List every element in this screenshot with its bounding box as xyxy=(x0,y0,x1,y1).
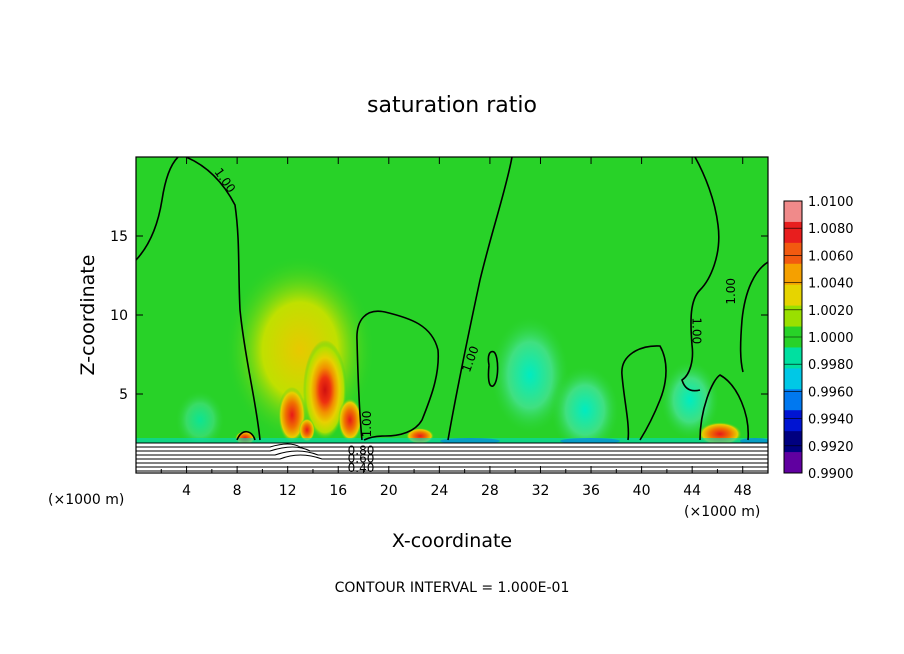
surface-contours xyxy=(136,442,768,472)
y-axis-label: Z-coordinate xyxy=(77,255,99,376)
x-tick-label: 28 xyxy=(481,483,499,499)
x-tick-label: 40 xyxy=(633,483,651,499)
y-tick-label: 10 xyxy=(110,308,128,324)
contour-label: 0.60 xyxy=(348,451,375,465)
saturation-field xyxy=(136,157,768,473)
colorbar-swatch xyxy=(784,201,802,223)
colorbar-swatch xyxy=(784,242,802,265)
x-tick-label: 24 xyxy=(430,483,448,499)
colorbar-swatch xyxy=(784,263,802,286)
colorbar-swatch xyxy=(784,284,802,307)
contour-label: 1.00 xyxy=(360,411,374,438)
x-tick-label: 4 xyxy=(182,483,191,499)
colorbar-label: 1.0060 xyxy=(808,249,854,264)
colorbar-label: 0.9940 xyxy=(808,413,854,428)
x-tick-label: 16 xyxy=(329,483,347,499)
y-tick-label: 5 xyxy=(119,387,128,403)
colorbar-swatch xyxy=(784,221,802,244)
colorbar-label: 0.9920 xyxy=(808,440,854,455)
colorbar-swatch xyxy=(784,389,802,411)
x-tick-label: 48 xyxy=(734,483,752,499)
x-tick-label: 20 xyxy=(380,483,398,499)
contour-interval-note: CONTOUR INTERVAL = 1.000E-01 xyxy=(335,580,570,596)
x-axis-label: X-coordinate xyxy=(392,530,512,552)
colorbar-swatch xyxy=(784,347,802,369)
contour-lines xyxy=(136,157,768,441)
colorbar-label: 0.9960 xyxy=(808,385,854,400)
x-tick-label: 12 xyxy=(279,483,297,499)
colorbar-swatch xyxy=(784,431,802,453)
contour-label: 0.40 xyxy=(348,461,375,475)
colorbar-label: 1.0020 xyxy=(808,304,854,319)
chart-title: saturation ratio xyxy=(367,93,537,118)
x-unit-left: (×1000 m) xyxy=(48,492,124,508)
x-tick-label: 32 xyxy=(532,483,550,499)
y-axis-ticks: 5 10 15 xyxy=(110,229,768,403)
colorbar-label: 1.0100 xyxy=(808,195,854,210)
colorbar: 1.0100 1.0080 1.0060 1.0040 1.0020 1.0000 0.99… xyxy=(783,195,854,482)
contour-label: 1.00 xyxy=(689,317,703,344)
colorbar-swatch xyxy=(784,410,802,432)
colorbar-label: 0.9900 xyxy=(808,467,854,482)
x-axis-ticks: 4 8 12 16 20 24 28 32 36 40 44 48 xyxy=(160,157,752,499)
colorbar-swatch xyxy=(784,368,802,390)
y-tick-label: 15 xyxy=(110,229,128,245)
colorbar-label: 1.0000 xyxy=(808,331,854,346)
colorbar-swatch xyxy=(784,305,802,328)
x-tick-label: 44 xyxy=(683,483,701,499)
colorbar-label: 1.0080 xyxy=(808,222,854,237)
colorbar-swatch xyxy=(784,452,802,474)
colorbar-label: 0.9980 xyxy=(808,358,854,373)
colorbar-label: 1.0040 xyxy=(808,277,854,292)
contour-label: 0.80 xyxy=(348,443,375,457)
x-unit-right: (×1000 m) xyxy=(684,504,760,520)
x-tick-label: 36 xyxy=(582,483,600,499)
x-tick-label: 8 xyxy=(233,483,242,499)
contour-label: 1.00 xyxy=(724,278,738,305)
